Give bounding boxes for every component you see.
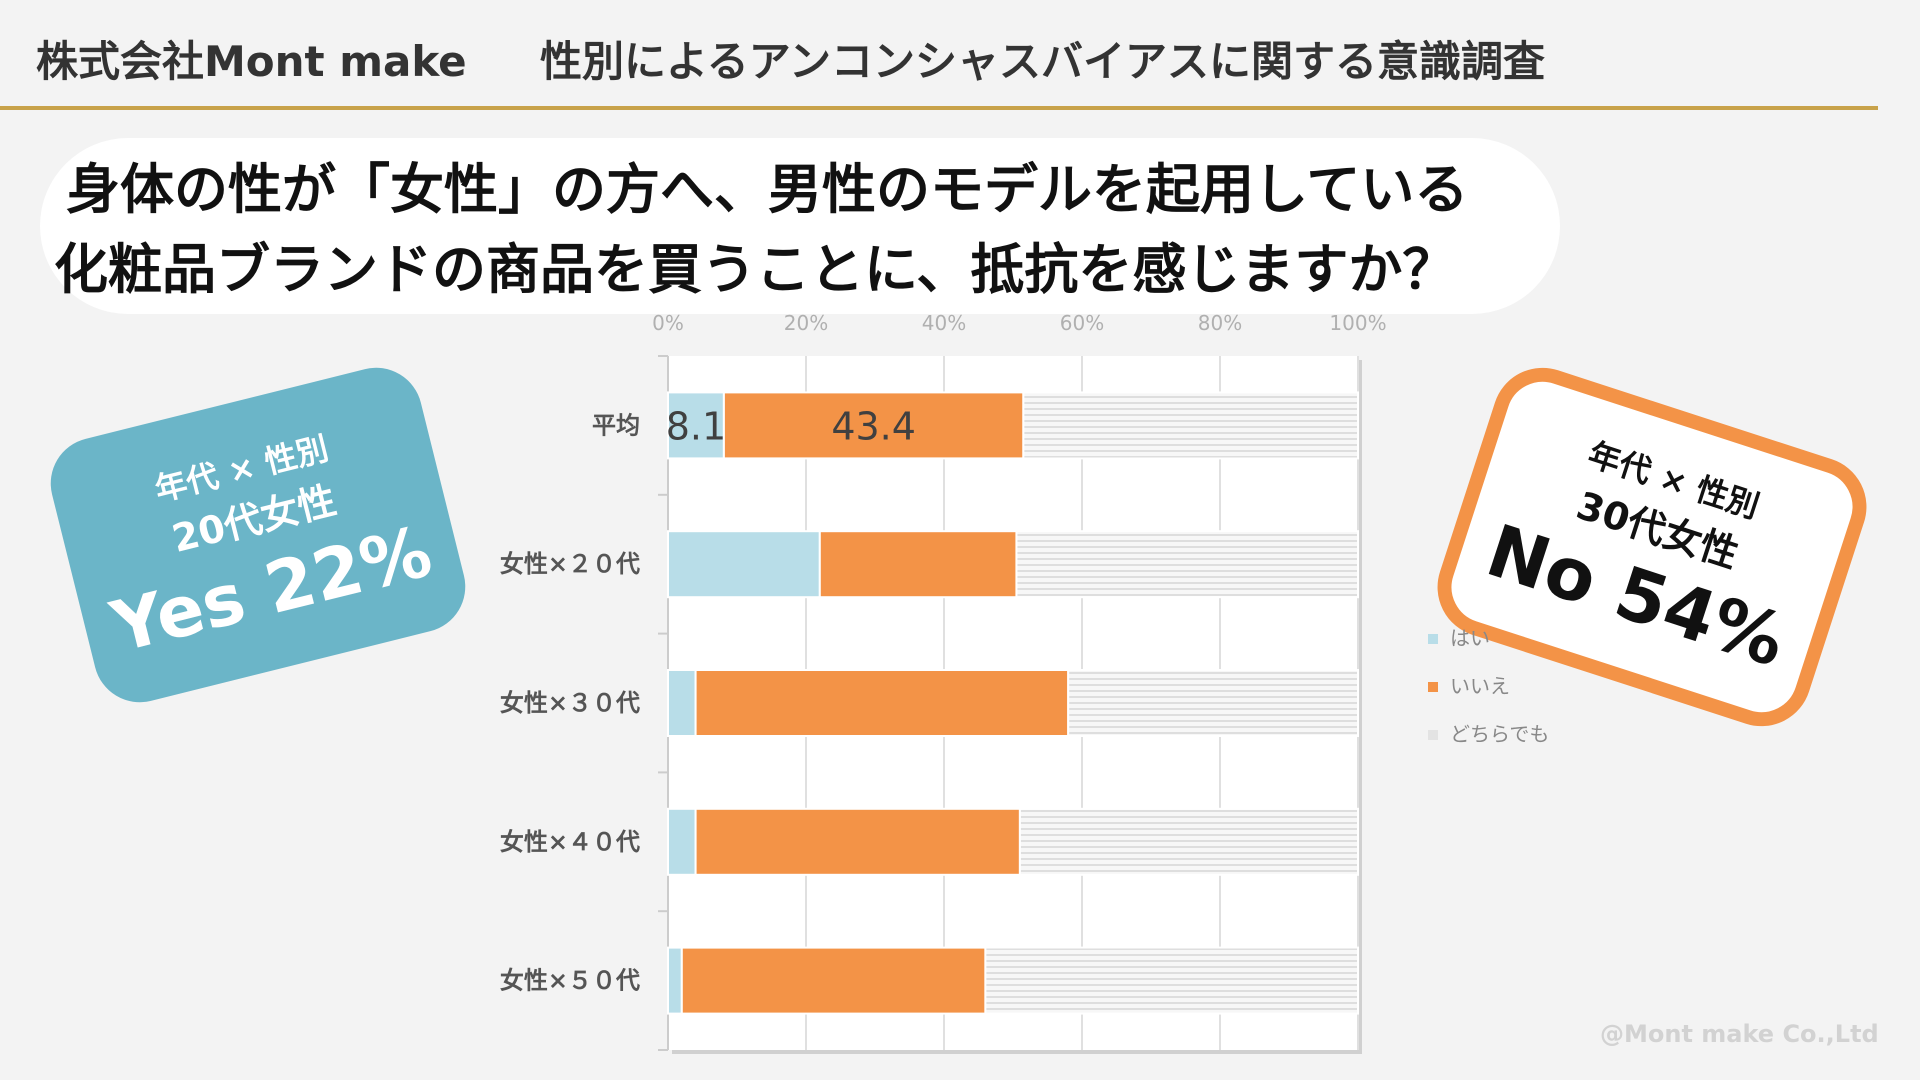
question-box: 身体の性が「女性」の方へ、男性のモデルを起用している 化粧品ブランドの商品を買う… xyxy=(40,138,1560,314)
legend-label-no: いいえ xyxy=(1450,674,1510,698)
data-label: 43.4 xyxy=(831,404,916,448)
bar-segment xyxy=(1022,391,1359,460)
category-label: 女性×５０代 xyxy=(500,967,640,995)
bar-segment xyxy=(667,530,821,599)
category-label: 女性×４０代 xyxy=(500,828,640,856)
x-tick-label: 60% xyxy=(1060,311,1104,335)
bar-segment xyxy=(667,669,697,737)
category-label: 女性×２０代 xyxy=(500,550,640,578)
bar-segment xyxy=(1018,807,1360,876)
survey-title: 性別によるアンコンシャスバイアスに関する意識調査 xyxy=(540,37,1546,86)
bar-segment xyxy=(722,391,1025,460)
bar-segment xyxy=(984,946,1360,1015)
bar-segment xyxy=(818,530,1018,599)
category-label: 女性×３０代 xyxy=(500,689,640,717)
x-tick-label: 20% xyxy=(784,311,828,335)
legend-label-neutral: どちらでも xyxy=(1450,722,1550,746)
bar-segment xyxy=(694,807,1021,876)
x-tick-label: 80% xyxy=(1198,311,1242,335)
data-label: 8.1 xyxy=(666,404,726,448)
category-label: 平均 xyxy=(592,411,640,439)
copyright-credit: @Mont make Co.,Ltd xyxy=(1600,1020,1879,1048)
header-bar: 株式会社Mont make 性別によるアンコンシャスバイアスに関する意識調査 xyxy=(0,0,1878,110)
x-tick-label: 100% xyxy=(1329,311,1386,335)
legend-swatch-no xyxy=(1428,682,1438,692)
chart-bars xyxy=(667,391,1360,1015)
x-tick-label: 0% xyxy=(652,311,684,335)
legend-swatch-yes xyxy=(1428,634,1438,644)
legend-label-yes: はい xyxy=(1450,626,1490,650)
bar-segment xyxy=(1015,530,1359,599)
bar-segment xyxy=(694,669,1070,737)
bar-segment xyxy=(1067,669,1359,737)
bar-segment xyxy=(667,946,683,1015)
legend-swatch-neutral xyxy=(1428,730,1438,740)
chart-labels: 0% 20% 40% 60% 80% 100% 平均 8.1 43.4 女性×２０代女性×３０代女… xyxy=(500,311,1387,995)
question-line-1: 身体の性が「女性」の方へ、男性のモデルを起用している xyxy=(66,158,1469,221)
company-name: 株式会社Mont make xyxy=(36,37,467,86)
bar-segment xyxy=(680,946,987,1015)
x-tick-label: 40% xyxy=(922,311,966,335)
bar-segment xyxy=(667,807,697,876)
question-line-2: 化粧品ブランドの商品を買うことに、抵抗を感じますか？ xyxy=(54,238,1457,301)
